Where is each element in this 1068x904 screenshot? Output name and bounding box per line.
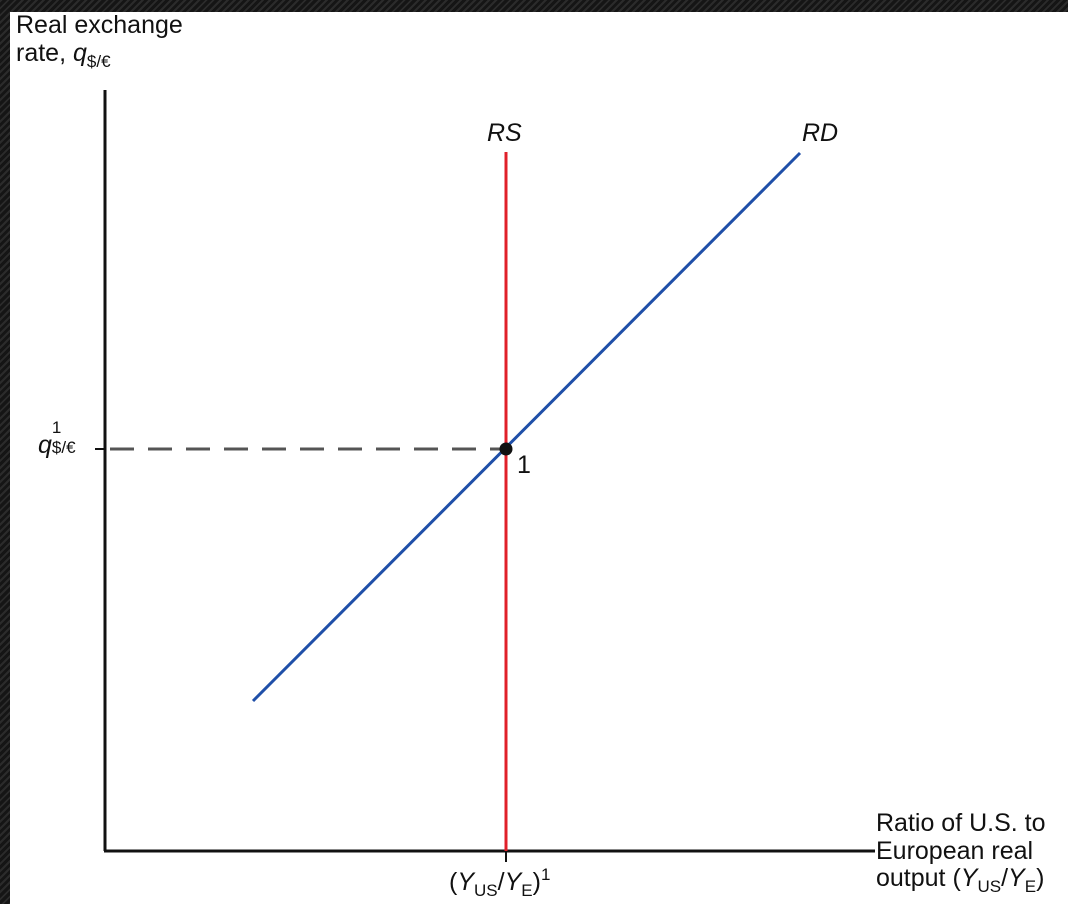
rd-curve: [251, 151, 802, 703]
x-axis-label: Ratio of U.S. to European real output (Y…: [876, 809, 1046, 896]
x-tick-label: (YUS/YE)1: [449, 865, 551, 900]
equilibrium-point: [499, 442, 513, 456]
y-axis-label: Real exchange rate, q$/€: [16, 11, 183, 71]
diagram-panel: [10, 12, 1068, 904]
rd-label: RD: [802, 119, 839, 147]
rs-label: RS: [487, 119, 522, 147]
y-tick-label: q 1 $/€: [38, 418, 76, 459]
equilibrium-label: 1: [517, 451, 531, 479]
